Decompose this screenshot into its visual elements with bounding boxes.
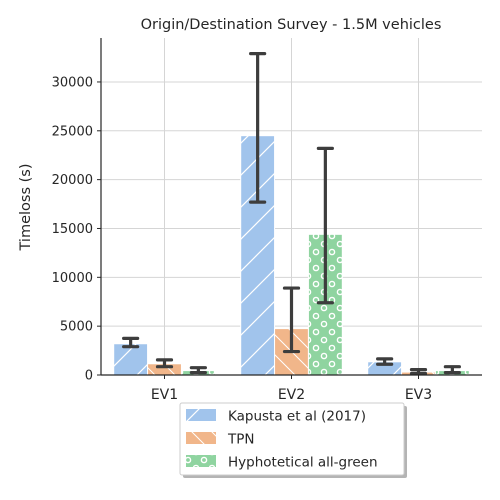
y-tick-label: 30000 bbox=[52, 75, 93, 90]
x-tick-label: EV3 bbox=[405, 387, 432, 403]
legend-label: Hyphotetical all-green bbox=[228, 455, 378, 471]
legend-swatch-hatch bbox=[186, 409, 216, 421]
error-bars bbox=[122, 52, 461, 376]
y-ticks: 0 5000 10000 15000 20000 25000 30000 bbox=[52, 75, 101, 384]
x-ticks: EV1 EV2 EV3 bbox=[151, 375, 432, 403]
y-tick-label: 15000 bbox=[52, 222, 93, 237]
legend-swatch-hatch bbox=[186, 432, 216, 444]
bar-hatch bbox=[147, 363, 182, 375]
y-tick-label: 10000 bbox=[52, 271, 93, 286]
legend: Kapusta et al (2017) TPN Hyphotetical all-… bbox=[179, 402, 407, 478]
y-tick-label: 0 bbox=[85, 369, 93, 384]
legend-swatch-hatch bbox=[186, 455, 216, 467]
x-tick-label: EV1 bbox=[151, 387, 178, 403]
chart-title: Origin/Destination Survey - 1.5M vehicle… bbox=[141, 17, 442, 33]
y-tick-label: 25000 bbox=[52, 124, 93, 139]
bar-hatch bbox=[367, 361, 402, 375]
y-axis-label: Timeloss (s) bbox=[18, 164, 34, 252]
bar-hatch bbox=[113, 343, 148, 375]
legend-label: TPN bbox=[227, 432, 255, 448]
x-tick-label: EV2 bbox=[278, 387, 305, 403]
legend-label: Kapusta et al (2017) bbox=[228, 409, 366, 425]
gridlines bbox=[101, 38, 482, 376]
y-tick-label: 20000 bbox=[52, 173, 93, 188]
y-tick-label: 5000 bbox=[60, 320, 93, 335]
legend-box bbox=[179, 402, 405, 476]
